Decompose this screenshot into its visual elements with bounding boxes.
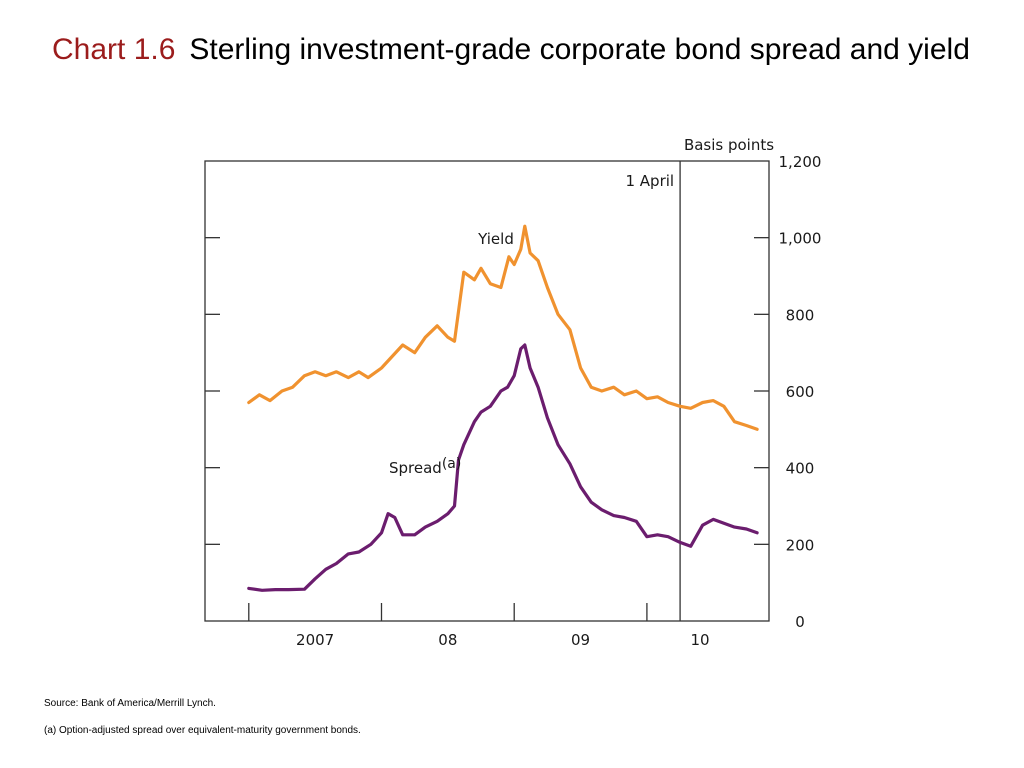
- x-tick-label: 2007: [296, 631, 334, 649]
- chart-title-text: Sterling investment-grade corporate bond…: [189, 33, 970, 66]
- y-axis-ticks: 0 200 400 600 800 1,000 1,200: [205, 153, 821, 631]
- x-tick-label: 09: [571, 631, 590, 649]
- y-tick-label: 400: [786, 460, 815, 478]
- spread-line: [247, 343, 759, 592]
- x-tick-label: 08: [438, 631, 457, 649]
- y-tick-label: 200: [786, 536, 815, 554]
- chart-title: Chart 1.6 Sterling investment-grade corpo…: [52, 28, 992, 71]
- source-note: Source: Bank of America/Merrill Lynch.: [44, 698, 216, 709]
- y-tick-label: 800: [786, 306, 815, 324]
- annotation-label: 1 April: [625, 172, 674, 190]
- series-lines: [247, 224, 759, 592]
- x-tick-label: 10: [690, 631, 709, 649]
- footnote-a: (a) Option-adjusted spread over equivale…: [44, 725, 361, 736]
- y-tick-label: 1,000: [779, 230, 822, 248]
- y-tick-label: 1,200: [779, 153, 822, 171]
- yield-series-label: Yield: [477, 230, 514, 248]
- chart-annotations: 1 April: [625, 161, 681, 621]
- y-tick-label: 0: [795, 613, 805, 631]
- x-axis-ticks: 2007 08 09 10: [248, 603, 710, 649]
- y-tick-label: 600: [786, 383, 815, 401]
- spread-series-label: Spread(a): [389, 456, 461, 477]
- yield-line: [247, 224, 759, 431]
- chart-number: Chart 1.6: [52, 33, 176, 66]
- y-axis-label: Basis points: [684, 136, 774, 154]
